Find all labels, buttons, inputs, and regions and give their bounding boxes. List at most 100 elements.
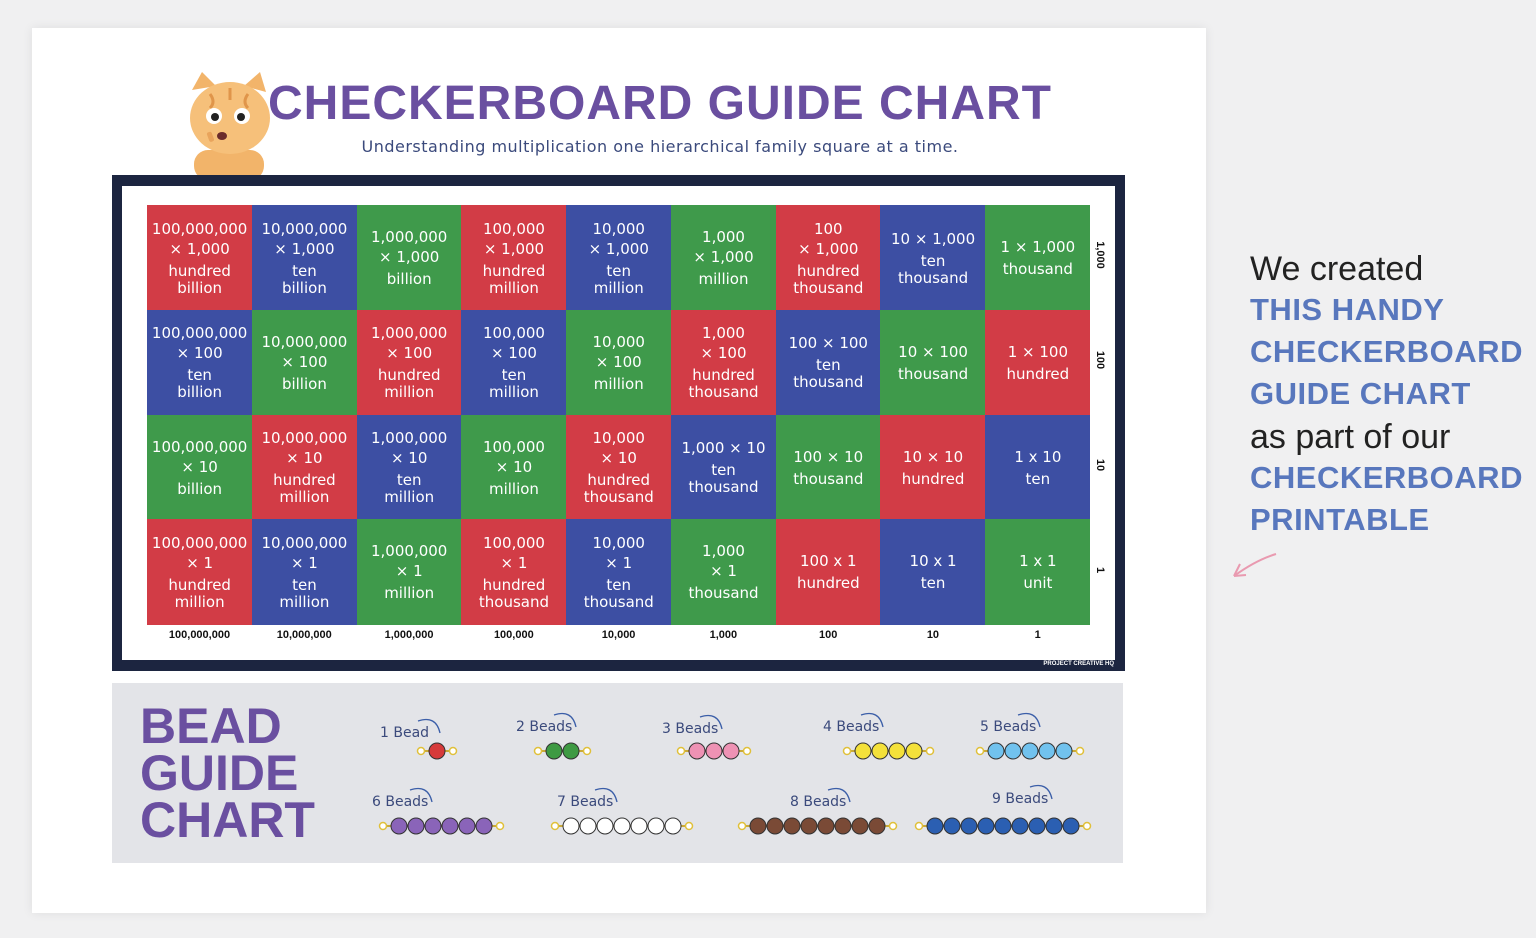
cell-name-group: hundred thousand [479, 575, 549, 611]
cell-name-group: ten thousand [793, 357, 863, 391]
cell-value: 100,000,000 [151, 324, 248, 343]
bead-label: 7 Beads [557, 794, 613, 810]
board-cell: 100,000 × 100 ten million [461, 309, 567, 415]
board-cell: 100 × 100 ten thousand [775, 309, 881, 415]
cell-value: 10 × 10 [902, 447, 964, 466]
bead-loop [533, 746, 543, 756]
cell-name-group: hundred [1007, 365, 1070, 383]
cell-value: 100 [813, 219, 843, 238]
cell-name-group: million [699, 271, 749, 288]
cell-name-group: million [593, 374, 644, 393]
bead [1011, 817, 1029, 835]
bead [987, 742, 1005, 760]
bead [1021, 742, 1039, 760]
cell-value: × 1,000 [379, 248, 440, 267]
cell-name: ten [815, 356, 841, 375]
cell-name: million [593, 374, 644, 393]
cell-name-group: hundred [797, 575, 860, 592]
cell-name-group: hundred [902, 470, 965, 488]
cell-value: 10 × 1,000 [891, 229, 976, 248]
bead-loop [495, 821, 505, 831]
cell-name-group: ten billion [177, 367, 222, 401]
cell-name-group: unit [1023, 575, 1052, 592]
bead [868, 817, 886, 835]
bead [834, 817, 852, 835]
bead [851, 817, 869, 835]
bead [766, 817, 784, 835]
bead-label: 6 Beads [372, 794, 428, 810]
bead-loop [914, 821, 924, 831]
bead [1055, 742, 1073, 760]
cell-name: thousand [583, 488, 654, 507]
side-note-emphasis: PRINTABLE [1250, 502, 1430, 537]
cell-name: million [593, 278, 644, 297]
bead-title: CHART [140, 792, 315, 848]
cell-value: 100 x 1 [799, 552, 857, 571]
cell-value: × 1,000 [169, 239, 230, 258]
board-cell: 100,000,000 × 10 billion [147, 414, 253, 520]
cell-value: 1,000,000 [371, 542, 448, 561]
cat-mascot [190, 72, 270, 178]
bead-loop [925, 746, 935, 756]
bead-loop [888, 821, 898, 831]
cell-value: 1 × 100 [1007, 342, 1068, 361]
brand: PROJECT CREATIVE HQ [1043, 661, 1114, 667]
bead-bar [926, 817, 1080, 835]
bead [749, 817, 767, 835]
cell-value: × 1 [186, 553, 214, 572]
cell-name: billion [177, 278, 223, 297]
cell-name: ten [396, 471, 422, 490]
cell-value: 100,000,000 [151, 437, 248, 456]
board-cell: 1,000 × 100 hundred thousand [670, 309, 777, 415]
board-cell: 10,000,000 × 1 ten million [251, 519, 358, 625]
bead [960, 817, 978, 835]
cell-name-group: thousand [793, 470, 863, 488]
cell-name: hundred [482, 575, 546, 594]
board-cell: 100,000 × 1,000 hundred million [461, 205, 567, 311]
bead [579, 817, 597, 835]
board-cell: 1,000 × 1,000 million [670, 205, 777, 311]
bead [688, 742, 706, 760]
board-cell: 1,000,000 × 10 ten million [356, 414, 462, 520]
bead-loop [975, 746, 985, 756]
bead-loop [737, 821, 747, 831]
bead [562, 817, 580, 835]
bead [722, 742, 740, 760]
bead-loop [684, 821, 694, 831]
cell-name-group: ten million [593, 261, 644, 297]
bead-loop [416, 746, 426, 756]
cell-name: ten [920, 574, 946, 593]
cell-value: 100,000,000 [151, 219, 248, 238]
bead [871, 742, 889, 760]
cell-name: ten [292, 575, 317, 594]
cell-name-group: hundred million [273, 472, 336, 506]
bead [545, 742, 563, 760]
board-cell: 1,000,000 × 100 hundred million [356, 309, 462, 415]
column-label: 1,000 [709, 629, 738, 641]
cell-name-group: hundred million [378, 367, 441, 401]
board-cell: 10 × 10 hundred [880, 414, 986, 520]
bead-loop [448, 746, 458, 756]
board-cell: 10 × 1,000 ten thousand [880, 205, 986, 311]
bead-loop [742, 746, 752, 756]
cell-name: hundred [796, 261, 860, 280]
board-cell: 1 x 10 ten [985, 414, 1091, 520]
side-note-emphasis: CHECKERBOARD [1250, 334, 1523, 369]
cell-value: 100,000 [482, 533, 545, 552]
bead [613, 817, 631, 835]
cell-name-group: ten [921, 575, 946, 592]
board-cell: 100,000 × 1 hundred thousand [461, 519, 567, 625]
bead-loop [550, 821, 560, 831]
board-cell: 100,000,000 × 100 ten billion [147, 309, 253, 415]
cell-name: million [488, 278, 539, 297]
bead-arrow [553, 712, 577, 728]
cell-name-group: million [489, 480, 539, 498]
cell-value: 100,000,000 [151, 533, 248, 552]
cell-value: × 1 [290, 553, 318, 572]
cell-value: 10,000 [592, 429, 645, 448]
cell-name: ten [606, 261, 632, 280]
cell-name: million [488, 383, 539, 402]
bead-label: 4 Beads [823, 719, 879, 735]
board-cell: 100 × 10 thousand [775, 414, 881, 520]
bead-loop [842, 746, 852, 756]
